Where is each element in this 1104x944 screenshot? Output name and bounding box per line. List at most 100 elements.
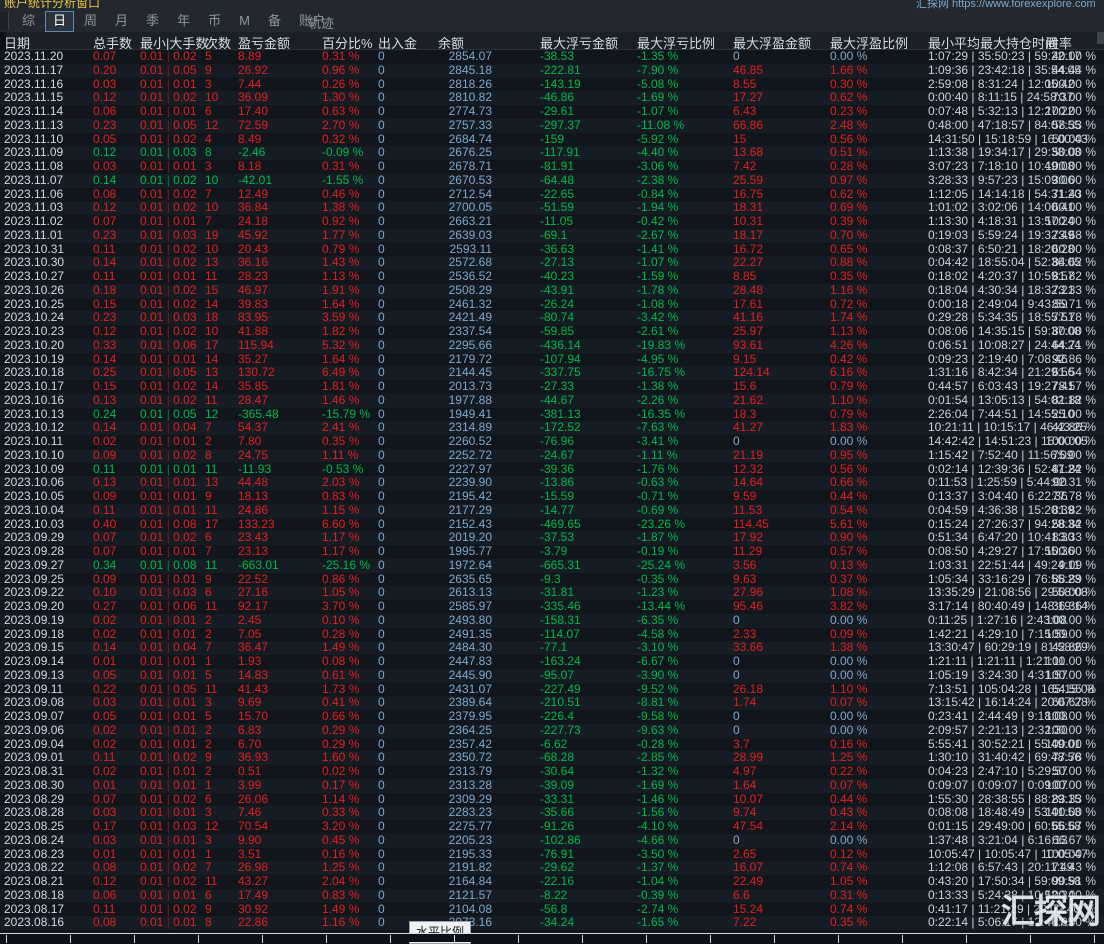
table-row[interactable]: 2023.09.29 0.07 0.01 | 0.02 6 23.43 1.17 % 0 20… (0, 530, 1104, 545)
table-row[interactable]: 2023.08.30 0.01 0.01 | 0.01 1 3.99 0.17 % 0 231… (0, 778, 1104, 793)
table-row[interactable]: 2023.09.14 0.01 0.01 | 0.01 1 1.93 0.08 % 0 244… (0, 654, 1104, 669)
table-row[interactable]: 2023.09.04 0.02 0.01 | 0.01 2 6.70 0.29 % 0 235… (0, 737, 1104, 752)
table-row[interactable]: 2023.08.28 0.03 0.01 | 0.01 3 7.46 0.33 % 0 228… (0, 805, 1104, 820)
tab-magic[interactable]: M (239, 12, 250, 28)
table-row[interactable]: 2023.08.22 0.08 0.01 | 0.02 7 26.98 1.25 % 0 21… (0, 860, 1104, 875)
cell-date: 2023.10.16 (4, 392, 65, 407)
tab-overview[interactable]: 综 (22, 12, 36, 28)
table-row[interactable]: 2023.09.20 0.27 0.01 | 0.06 11 92.17 3.70 % 0 2… (0, 599, 1104, 614)
table-row[interactable]: 2023.11.17 0.20 0.01 | 0.05 9 26.92 0.96 % 0 28… (0, 63, 1104, 78)
table-row[interactable]: 2023.09.18 0.02 0.01 | 0.01 2 7.05 0.28 % 0 249… (0, 627, 1104, 642)
table-row[interactable]: 2023.10.26 0.18 0.01 | 0.02 15 46.97 1.91 % 0 2… (0, 283, 1104, 298)
table-row[interactable]: 2023.11.16 0.03 0.01 | 0.01 3 7.44 0.26 % 0 281… (0, 77, 1104, 92)
table-row[interactable]: 2023.10.09 0.11 0.01 | 0.01 11 -11.93 -0.53 %… (0, 462, 1104, 477)
table-row[interactable]: 2023.09.01 0.11 0.01 | 0.02 9 36.93 1.60 % 0 23… (0, 750, 1104, 765)
cell-maxdd_amt: -30.64 (540, 764, 575, 778)
table-row[interactable]: 2023.08.31 0.02 0.01 | 0.01 2 0.51 0.02 % 0 231… (0, 764, 1104, 779)
table-row[interactable]: 2023.10.24 0.23 0.01 | 0.03 18 83.95 3.59 % 0 2… (0, 310, 1104, 325)
table-row[interactable]: 2023.10.20 0.33 0.01 | 0.06 17 115.94 5.32 % 0… (0, 338, 1104, 353)
column-header-holdtime[interactable]: 最小平均最大持仓时间 (928, 36, 1059, 51)
table-row[interactable]: 2023.10.04 0.11 0.01 | 0.01 11 24.86 1.15 % 0 2… (0, 503, 1104, 518)
column-header-inout[interactable]: 出入金 (378, 36, 418, 51)
column-header-winrate[interactable]: 胜率 (1046, 36, 1073, 51)
table-row[interactable]: 2023.10.06 0.13 0.01 | 0.01 13 44.48 2.03 % 0 2… (0, 475, 1104, 490)
column-header-profit[interactable]: 盈亏金额 (238, 36, 291, 51)
table-row[interactable]: 2023.11.08 0.03 0.01 | 0.01 3 8.18 0.31 % 0 267… (0, 159, 1104, 174)
vertical-scrollbar-thumb[interactable] (1097, 32, 1104, 44)
column-header-maxdd_pct[interactable]: 最大浮亏比例 (637, 36, 716, 51)
table-row[interactable]: 2023.11.03 0.12 0.01 | 0.02 10 36.84 1.38 % 0 2… (0, 200, 1104, 215)
statistics-table-body[interactable]: 2023.11.20 0.07 0.01 | 0.02 5 8.89 0.31 % 0 285… (0, 50, 1104, 942)
table-row[interactable]: 2023.10.16 0.13 0.01 | 0.02 11 28.47 1.46 % 0 1… (0, 392, 1104, 408)
column-header-maxfp_amt[interactable]: 最大浮盈金额 (733, 36, 812, 51)
table-row[interactable]: 2023.11.15 0.12 0.01 | 0.02 10 36.09 1.30 % 0 2… (0, 90, 1104, 105)
table-row[interactable]: 2023.10.05 0.09 0.01 | 0.01 9 18.13 0.83 % 0 21… (0, 489, 1104, 504)
tab-week[interactable]: 周 (84, 12, 98, 28)
table-row[interactable]: 2023.10.03 0.40 0.01 | 0.08 17 133.23 6.60 % 0… (0, 517, 1104, 532)
cell-winrate: 42.86 % (1051, 640, 1096, 655)
table-row[interactable]: 2023.10.18 0.25 0.01 | 0.05 13 130.72 6.49 % 0… (0, 365, 1104, 380)
table-row[interactable]: 2023.11.10 0.05 0.01 | 0.02 4 8.49 0.32 % 0 268… (0, 132, 1104, 147)
table-row[interactable]: 2023.10.23 0.12 0.01 | 0.02 10 41.88 1.82 % 0 2… (0, 324, 1104, 339)
table-row[interactable]: 2023.09.27 0.34 0.01 | 0.08 11 -663.01 -25.16… (0, 558, 1104, 573)
table-row[interactable]: 2023.11.09 0.12 0.01 | 0.03 8 -2.46 -0.09 % 0 2… (0, 145, 1104, 160)
table-row[interactable]: 2023.09.13 0.05 0.01 | 0.01 5 14.83 0.61 % 0 24… (0, 668, 1104, 683)
tab-account[interactable]: 账户 (298, 12, 325, 28)
table-row[interactable]: 2023.08.23 0.01 0.01 | 0.01 1 3.51 0.16 % 0 219… (0, 847, 1104, 862)
table-row[interactable]: 2023.09.22 0.10 0.01 | 0.03 6 27.16 1.05 % 0 26… (0, 585, 1104, 600)
table-row[interactable]: 2023.10.10 0.09 0.01 | 0.02 8 24.75 1.11 % 0 22… (0, 448, 1104, 463)
table-row[interactable]: 2023.09.15 0.14 0.01 | 0.04 7 36.47 1.49 % 0 24… (0, 640, 1104, 655)
tab-year[interactable]: 年 (177, 12, 191, 28)
column-header-percent[interactable]: 百分比% (322, 36, 373, 51)
tab-comment[interactable]: 备 (267, 12, 281, 28)
tab-month[interactable]: 月 (115, 12, 129, 28)
table-row[interactable]: 2023.11.02 0.07 0.01 | 0.01 7 24.18 0.92 % 0 26… (0, 214, 1104, 229)
table-row[interactable]: 2023.11.14 0.06 0.01 | 0.01 6 17.40 0.63 % 0 27… (0, 104, 1104, 119)
table-row[interactable]: 2023.10.25 0.15 0.01 | 0.02 14 39.83 1.64 % 0 2… (0, 297, 1104, 312)
cell-minmax: 0.01 | 0.05 (140, 681, 197, 696)
table-row[interactable]: 2023.11.13 0.23 0.01 | 0.05 12 72.59 2.70 % 0 2… (0, 118, 1104, 133)
table-row[interactable]: 2023.09.06 0.02 0.01 | 0.01 2 6.83 0.29 % 0 236… (0, 723, 1104, 738)
table-row[interactable]: 2023.10.31 0.11 0.01 | 0.02 10 20.43 0.79 % 0 2… (0, 242, 1104, 257)
tab-day[interactable]: 日 (45, 10, 75, 32)
table-row[interactable]: 2023.09.11 0.22 0.01 | 0.05 11 41.43 1.73 % 0 2… (0, 681, 1104, 697)
column-header-date[interactable]: 日期 (4, 36, 31, 51)
table-row[interactable]: 2023.09.08 0.03 0.01 | 0.01 3 9.69 0.41 % 0 238… (0, 695, 1104, 710)
tab-trace[interactable]: 轨迹 (308, 16, 335, 31)
table-row[interactable]: 2023.08.21 0.12 0.01 | 0.02 11 43.27 2.04 % 0 2… (0, 874, 1104, 889)
cell-maxdd_amt: -37.53 (540, 530, 575, 545)
tab-currency[interactable]: 币 (208, 12, 222, 28)
table-row[interactable]: 2023.10.12 0.14 0.01 | 0.04 7 54.37 2.41 % 0 23… (0, 420, 1104, 435)
table-row[interactable]: 2023.09.07 0.05 0.01 | 0.01 5 15.70 0.66 % 0 23… (0, 709, 1104, 724)
table-row[interactable]: 2023.11.06 0.08 0.01 | 0.02 7 12.49 0.46 % 0 27… (0, 187, 1104, 202)
table-row[interactable]: 2023.10.11 0.02 0.01 | 0.01 2 7.80 0.35 % 0 226… (0, 434, 1104, 449)
table-row[interactable]: 2023.08.17 0.11 0.01 | 0.02 9 30.92 1.49 % 0 21… (0, 902, 1104, 917)
table-row[interactable]: 2023.10.30 0.14 0.01 | 0.02 13 36.16 1.43 % 0 2… (0, 255, 1104, 270)
table-row[interactable]: 2023.08.18 0.06 0.01 | 0.01 6 17.49 0.83 % 0 21… (0, 888, 1104, 903)
table-row[interactable]: 2023.11.20 0.07 0.01 | 0.02 5 8.89 0.31 % 0 285… (0, 50, 1104, 64)
cell-maxdd_pct: -9.58 % (637, 709, 679, 723)
table-row[interactable]: 2023.08.25 0.17 0.01 | 0.03 12 70.54 3.20 % 0 2… (0, 819, 1104, 834)
table-row[interactable]: 2023.08.24 0.03 0.01 | 0.01 3 9.90 0.45 % 0 220… (0, 833, 1104, 848)
tab-quarter[interactable]: 季 (146, 12, 160, 28)
column-header-maxfp_pct[interactable]: 最大浮盈比例 (830, 36, 909, 51)
table-row[interactable]: 2023.10.13 0.24 0.01 | 0.05 12 -365.48 -15.79… (0, 407, 1104, 422)
cell-minmax: 0.01 | 0.01 (140, 544, 197, 558)
column-header-maxdd_amt[interactable]: 最大浮亏金额 (540, 36, 619, 51)
table-row[interactable]: 2023.09.25 0.09 0.01 | 0.01 9 22.52 0.86 % 0 26… (0, 572, 1104, 587)
table-row[interactable]: 2023.09.19 0.02 0.01 | 0.01 2 2.45 0.10 % 0 249… (0, 613, 1104, 628)
column-header-count[interactable]: 次数 (205, 36, 232, 51)
table-row[interactable]: 2023.10.17 0.15 0.01 | 0.02 14 35.85 1.81 % 0 2… (0, 379, 1104, 394)
horizontal-scale-ruler[interactable] (0, 933, 1104, 943)
column-header-balance[interactable]: 余额 (438, 36, 465, 51)
table-row[interactable]: 2023.10.19 0.14 0.01 | 0.01 14 35.27 1.64 % 0 2… (0, 352, 1104, 367)
column-header-lots[interactable]: 总手数 (93, 36, 133, 51)
table-row[interactable]: 2023.09.28 0.07 0.01 | 0.01 7 23.13 1.17 % 0 19… (0, 544, 1104, 559)
table-row[interactable]: 2023.08.29 0.07 0.01 | 0.02 6 26.06 1.14 % 0 23… (0, 792, 1104, 807)
table-row[interactable]: 2023.10.27 0.11 0.01 | 0.01 11 28.23 1.13 % 0 2… (0, 269, 1104, 284)
table-row[interactable]: 2023.11.07 0.14 0.01 | 0.02 10 -42.01 -1.55 %… (0, 173, 1104, 188)
cell-winrate: 100.00 % (1045, 654, 1096, 668)
column-header-minmax[interactable]: 最小|大手数 (140, 36, 209, 51)
table-row[interactable]: 2023.11.01 0.23 0.01 | 0.03 19 45.92 1.77 % 0 2… (0, 228, 1104, 243)
